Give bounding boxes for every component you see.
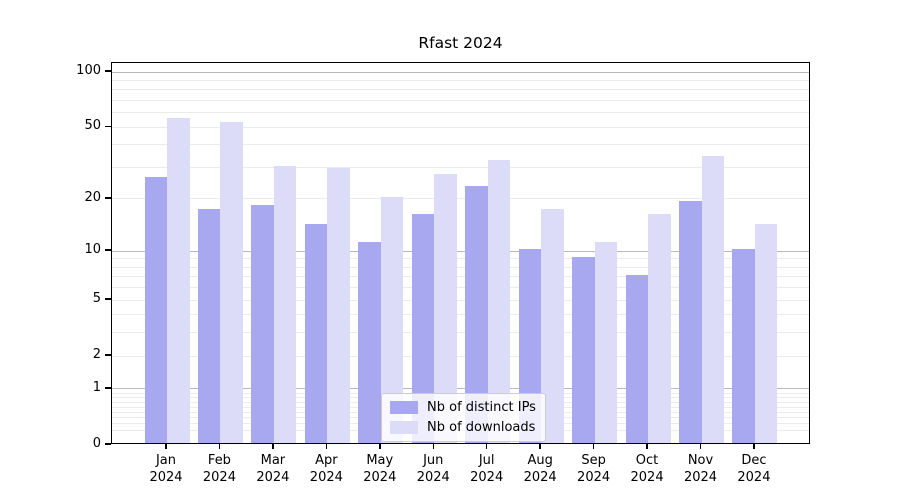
x-tick-mark (485, 444, 488, 449)
gridline-major (112, 250, 809, 252)
bar-downloads (220, 122, 243, 443)
gridline-minor (112, 100, 809, 102)
legend-item-downloads: Nb of downloads (390, 419, 537, 436)
legend-label-downloads: Nb of downloads (427, 420, 536, 435)
gridline-minor (112, 258, 809, 260)
y-tick-label: 20 (84, 189, 101, 205)
y-tick-mark (105, 354, 111, 356)
plot-area (111, 62, 810, 444)
x-tick-label: Oct 2024 (630, 453, 664, 485)
gridline-minor (112, 299, 809, 301)
y-tick-label: 10 (84, 242, 101, 258)
bar-downloads (541, 209, 564, 443)
gridline-minor (112, 112, 809, 114)
gridline-minor (112, 332, 809, 334)
legend-item-distinct-ips: Nb of distinct IPs (390, 399, 537, 416)
bar-distinct-ips (679, 200, 702, 443)
x-tick-mark (165, 444, 167, 449)
bar-distinct-ips (732, 249, 755, 443)
bar-downloads (327, 168, 350, 443)
x-tick-label: Sep 2024 (577, 453, 611, 485)
x-tick-label: Aug 2024 (523, 453, 557, 485)
bar-downloads (701, 155, 724, 443)
bar-downloads (487, 160, 511, 443)
y-tick-label: 0 (92, 436, 101, 451)
bar-downloads (273, 165, 297, 443)
y-tick-mark (105, 387, 111, 389)
y-tick-mark (105, 197, 111, 199)
gridline-minor (112, 198, 809, 200)
y-tick-label: 2 (92, 347, 101, 363)
bar-distinct-ips (411, 214, 435, 443)
x-tick-mark (218, 444, 221, 449)
x-tick-mark (272, 444, 274, 449)
y-tick-mark (105, 443, 111, 445)
x-tick-mark (379, 444, 381, 449)
bar-distinct-ips (625, 274, 649, 443)
y-tick-mark (105, 298, 111, 300)
y-tick-label: 1 (92, 379, 101, 395)
y-tick-label: 100 (76, 63, 101, 79)
x-tick-label: Dec 2024 (737, 453, 771, 485)
x-tick-mark (325, 444, 328, 449)
legend: Nb of distinct IPs Nb of downloads (381, 393, 546, 442)
gridline-minor (112, 79, 809, 81)
x-tick-label: Jun 2024 (416, 453, 450, 485)
bar-distinct-ips (304, 224, 328, 443)
bar-downloads (167, 117, 190, 443)
y-tick-mark (105, 125, 111, 128)
x-tick-label: Nov 2024 (683, 453, 718, 485)
legend-swatch-downloads (390, 421, 418, 434)
bar-downloads (648, 214, 671, 443)
x-tick-mark (432, 444, 434, 449)
x-tick-mark (539, 444, 541, 449)
x-tick-mark (646, 444, 648, 449)
gridline-minor (112, 355, 809, 357)
gridline-minor (112, 314, 809, 316)
gridline-minor (112, 167, 809, 168)
x-tick-label: Jul 2024 (470, 453, 504, 485)
gridline-minor (112, 287, 809, 289)
gridline-minor (112, 89, 809, 91)
y-tick-mark (105, 249, 111, 251)
bar-distinct-ips (358, 242, 381, 443)
chart-title: Rfast 2024 (418, 34, 503, 52)
bar-distinct-ips (465, 186, 488, 443)
bar-downloads (754, 224, 778, 443)
bar-distinct-ips (572, 256, 595, 443)
gridline-major (112, 388, 809, 390)
bar-distinct-ips (197, 209, 221, 443)
gridline-minor (112, 126, 809, 128)
x-tick-label: May 2024 (363, 453, 397, 485)
x-tick-label: Feb 2024 (202, 453, 236, 485)
x-tick-mark (753, 444, 755, 449)
bar-distinct-ips (251, 205, 274, 443)
x-tick-label: Mar 2024 (256, 453, 290, 485)
legend-swatch-distinct-ips (390, 401, 418, 414)
gridline-minor (112, 276, 809, 278)
bar-downloads (380, 197, 404, 443)
y-tick-label: 50 (84, 118, 101, 134)
x-tick-label: Apr 2024 (309, 453, 343, 485)
y-tick-mark (105, 70, 111, 72)
bar-downloads (594, 242, 618, 443)
legend-label-distinct-ips: Nb of distinct IPs (427, 400, 536, 415)
x-tick-mark (699, 444, 702, 449)
gridline-minor (112, 266, 809, 268)
bar-downloads (434, 173, 457, 443)
x-tick-mark (592, 444, 595, 449)
gridline-minor (112, 144, 809, 146)
x-tick-label: Jan 2024 (149, 453, 183, 485)
bar-distinct-ips (144, 176, 167, 443)
gridline-major (112, 71, 809, 73)
y-tick-label: 5 (92, 291, 101, 307)
